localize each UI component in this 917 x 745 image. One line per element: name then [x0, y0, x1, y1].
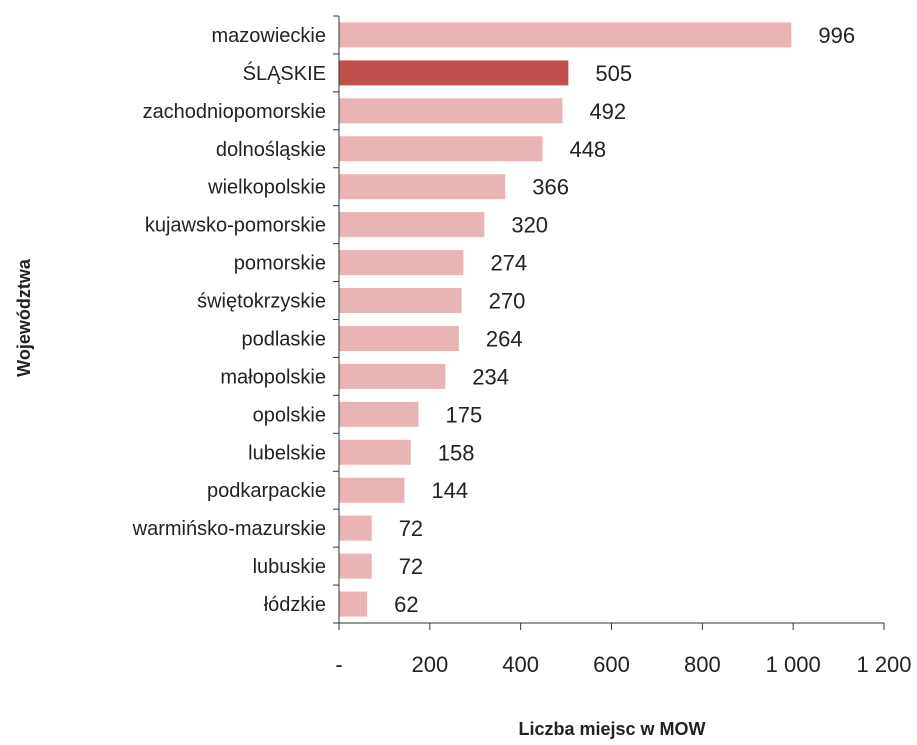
category-label: zachodniopomorskie — [143, 101, 326, 123]
x-tick-label: 800 — [684, 652, 721, 677]
category-label: ŚLĄSKIE — [243, 61, 326, 85]
bar — [339, 515, 372, 541]
category-label: opolskie — [253, 404, 326, 426]
bars-layer — [339, 22, 792, 617]
data-label: 274 — [490, 251, 527, 276]
y-axis-title: Województwa — [14, 258, 34, 377]
x-tick-label: 600 — [593, 652, 630, 677]
x-tick-label: 1 000 — [766, 652, 821, 677]
category-label: świętokrzyskie — [197, 291, 326, 313]
x-tick-label: 1 200 — [856, 652, 911, 677]
data-label: 234 — [472, 364, 509, 389]
category-label: wielkopolskie — [207, 177, 326, 199]
data-label: 320 — [511, 213, 548, 238]
category-label: dolnośląskie — [216, 139, 326, 161]
data-label: 72 — [399, 516, 423, 541]
bar — [339, 136, 543, 162]
bar — [339, 22, 792, 48]
category-label: mazowieckie — [212, 25, 326, 47]
data-label: 264 — [486, 326, 523, 351]
x-tick-label: - — [335, 652, 342, 677]
bar — [339, 553, 372, 579]
category-label: lubuskie — [253, 556, 326, 578]
bar — [339, 477, 405, 503]
bar — [339, 439, 411, 465]
bar — [339, 591, 368, 617]
data-label: 158 — [438, 440, 475, 465]
category-label: małopolskie — [220, 366, 326, 388]
bar — [339, 98, 563, 124]
bar — [339, 174, 506, 200]
bar — [339, 288, 462, 314]
data-label: 505 — [595, 61, 632, 86]
labels-layer: mazowieckie 996 ŚLĄSKIE 505 zachodniopomorsk… — [132, 23, 912, 677]
category-label: podkarpackie — [207, 480, 326, 502]
bar — [339, 60, 569, 86]
x-tick-label: 200 — [411, 652, 448, 677]
x-tick-label: 400 — [502, 652, 539, 677]
bar — [339, 401, 419, 427]
data-label: 175 — [445, 402, 482, 427]
bar — [339, 212, 485, 238]
category-label: warmińsko-mazurskie — [132, 518, 326, 540]
data-label: 144 — [431, 478, 468, 503]
category-label: lubelskie — [248, 442, 326, 464]
bar — [339, 363, 446, 389]
x-axis-title: Liczba miejsc w MOW — [518, 719, 705, 739]
data-label: 492 — [589, 99, 626, 124]
data-label: 366 — [532, 175, 569, 200]
axes-layer — [333, 15, 885, 630]
category-label: pomorskie — [234, 253, 326, 275]
data-label: 996 — [818, 23, 855, 48]
data-label: 270 — [489, 289, 526, 314]
data-label: 62 — [394, 592, 418, 617]
category-label: podlaskie — [241, 328, 326, 350]
data-label: 448 — [569, 137, 606, 162]
data-label: 72 — [399, 554, 423, 579]
bar — [339, 250, 464, 276]
bar — [339, 325, 459, 351]
category-label: kujawsko-pomorskie — [145, 215, 326, 237]
category-label: łódzkie — [264, 594, 326, 616]
